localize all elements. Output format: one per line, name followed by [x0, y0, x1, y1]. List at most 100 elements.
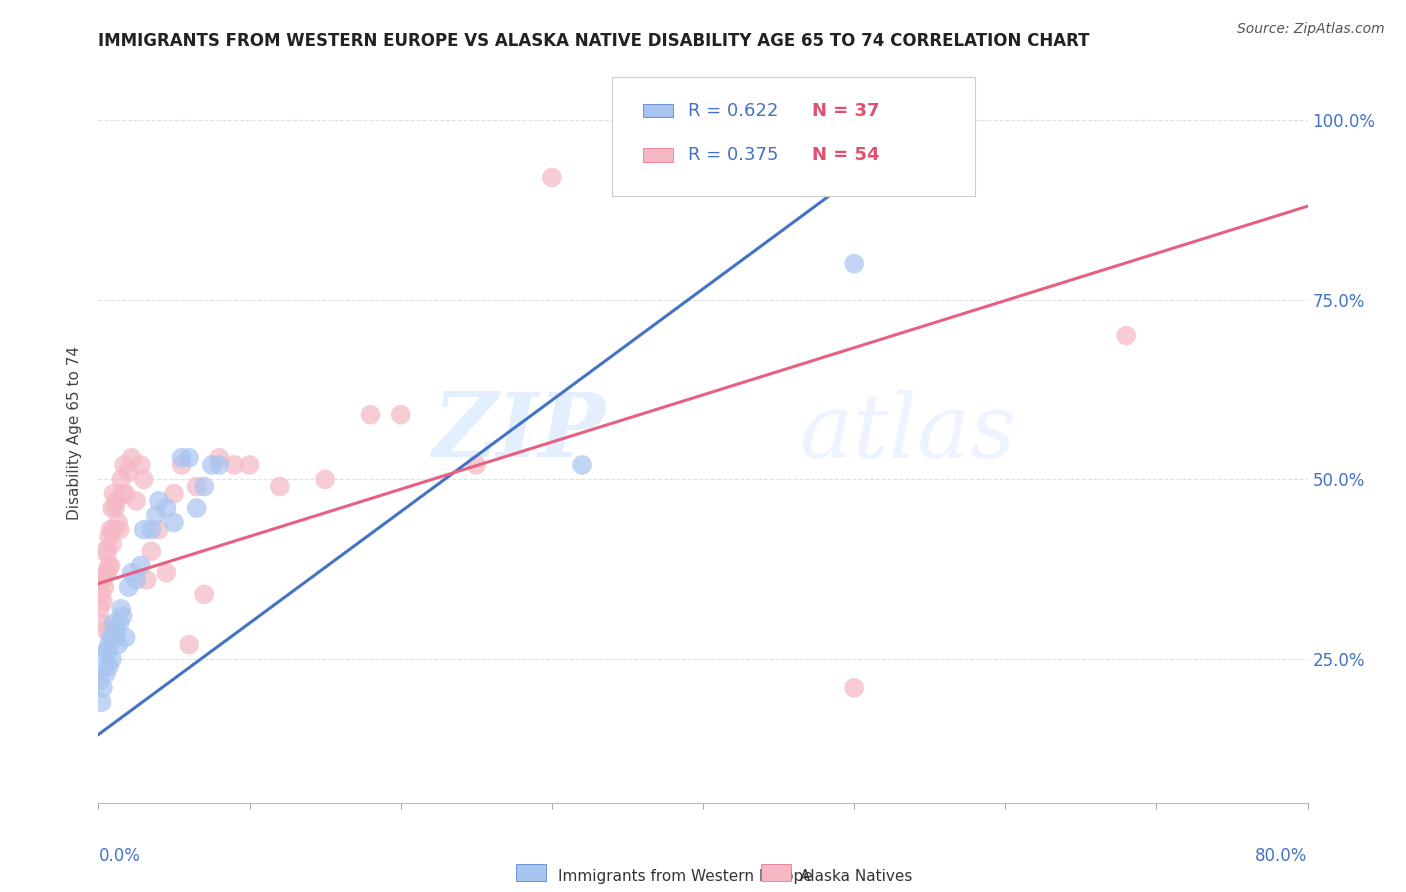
- Point: [93, 544, 115, 558]
- Point: [163, 516, 186, 530]
- Text: ZIP: ZIP: [433, 390, 606, 475]
- Point: [111, 486, 134, 500]
- Text: R = 0.622: R = 0.622: [688, 102, 778, 120]
- FancyBboxPatch shape: [613, 78, 976, 195]
- Point: [125, 573, 148, 587]
- Point: [129, 458, 152, 472]
- Point: [389, 408, 412, 422]
- Point: [93, 659, 115, 673]
- Point: [170, 458, 193, 472]
- Point: [112, 458, 135, 472]
- Point: [107, 516, 129, 530]
- Point: [239, 458, 262, 472]
- Point: [91, 681, 114, 695]
- Point: [179, 450, 201, 465]
- Point: [170, 450, 193, 465]
- Point: [104, 631, 127, 645]
- Point: [93, 580, 115, 594]
- Point: [125, 494, 148, 508]
- Point: [616, 170, 638, 185]
- Point: [844, 681, 866, 695]
- Point: [105, 624, 128, 638]
- Point: [155, 566, 177, 580]
- Point: [114, 486, 136, 500]
- Point: [155, 501, 177, 516]
- Point: [94, 666, 117, 681]
- Point: [148, 494, 170, 508]
- Point: [98, 638, 121, 652]
- Text: 0.0%: 0.0%: [98, 847, 141, 865]
- Point: [114, 631, 136, 645]
- Point: [111, 608, 134, 623]
- Point: [193, 479, 215, 493]
- Point: [224, 458, 246, 472]
- Text: 80.0%: 80.0%: [1256, 847, 1308, 865]
- Point: [314, 472, 336, 486]
- Text: Alaska Natives: Alaska Natives: [800, 870, 912, 885]
- Point: [129, 558, 152, 573]
- Point: [108, 523, 131, 537]
- Point: [96, 566, 118, 580]
- Point: [98, 558, 121, 573]
- Point: [135, 573, 157, 587]
- Point: [1115, 328, 1137, 343]
- Point: [90, 616, 112, 631]
- Point: [103, 616, 125, 631]
- Point: [141, 544, 163, 558]
- Point: [100, 558, 122, 573]
- Text: R = 0.375: R = 0.375: [688, 146, 778, 164]
- Point: [108, 616, 131, 631]
- Point: [145, 508, 167, 523]
- Text: atlas: atlas: [800, 389, 1015, 476]
- Point: [360, 408, 382, 422]
- Bar: [516, 864, 546, 880]
- Point: [141, 523, 163, 537]
- Point: [208, 450, 231, 465]
- Point: [94, 566, 117, 580]
- Bar: [643, 103, 673, 117]
- Text: N = 37: N = 37: [813, 102, 880, 120]
- Point: [163, 486, 186, 500]
- Bar: [761, 864, 792, 880]
- Point: [89, 601, 111, 615]
- Point: [121, 450, 143, 465]
- Point: [132, 472, 155, 486]
- Point: [844, 257, 866, 271]
- Point: [269, 479, 291, 493]
- Point: [89, 573, 111, 587]
- Point: [91, 594, 114, 608]
- Point: [571, 458, 593, 472]
- Text: Source: ZipAtlas.com: Source: ZipAtlas.com: [1237, 22, 1385, 37]
- Text: IMMIGRANTS FROM WESTERN EUROPE VS ALASKA NATIVE DISABILITY AGE 65 TO 74 CORRELAT: IMMIGRANTS FROM WESTERN EUROPE VS ALASKA…: [98, 32, 1090, 50]
- Point: [118, 465, 141, 479]
- Point: [96, 645, 118, 659]
- Point: [101, 501, 124, 516]
- Point: [179, 638, 201, 652]
- Point: [193, 587, 215, 601]
- Point: [186, 501, 208, 516]
- Point: [100, 631, 122, 645]
- Point: [103, 486, 125, 500]
- Point: [94, 645, 117, 659]
- Point: [110, 472, 132, 486]
- Point: [89, 673, 111, 688]
- Point: [465, 458, 488, 472]
- Point: [101, 652, 124, 666]
- Point: [121, 566, 143, 580]
- Y-axis label: Disability Age 65 to 74: Disability Age 65 to 74: [67, 345, 83, 520]
- Point: [103, 523, 125, 537]
- Point: [186, 479, 208, 493]
- Point: [101, 537, 124, 551]
- Bar: [643, 148, 673, 161]
- Point: [98, 530, 121, 544]
- Point: [104, 501, 127, 516]
- Text: N = 54: N = 54: [813, 146, 880, 164]
- Point: [107, 638, 129, 652]
- Point: [98, 659, 121, 673]
- Point: [118, 580, 141, 594]
- Point: [100, 523, 122, 537]
- Point: [96, 544, 118, 558]
- Point: [201, 458, 224, 472]
- Point: [132, 523, 155, 537]
- Point: [90, 587, 112, 601]
